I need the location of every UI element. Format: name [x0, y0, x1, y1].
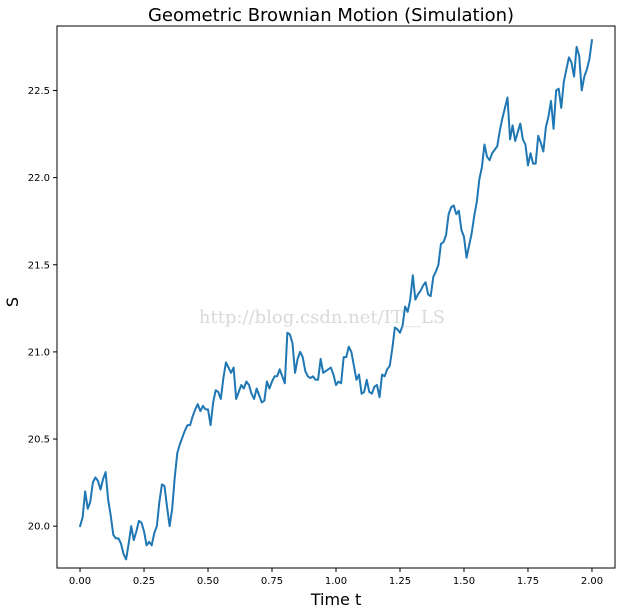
- x-axis-ticks: 0.00 0.25 0.50 0.75 1.00 1.25 1.50 1.75 2.00: [69, 568, 603, 587]
- watermark-text: http://blog.csdn.net/IT__LS: [199, 307, 445, 328]
- y-tick-label: 20.0: [28, 522, 50, 533]
- x-tick-label: 0.75: [261, 576, 283, 587]
- x-tick-label: 0.25: [133, 576, 155, 587]
- y-tick-label: 20.5: [28, 435, 50, 446]
- y-tick-label: 22.0: [28, 173, 50, 184]
- x-tick-label: 2.00: [581, 576, 603, 587]
- plot-frame: [56, 25, 616, 569]
- chart-title: Geometric Brownian Motion (Simulation): [148, 5, 514, 26]
- y-tick-label: 21.0: [28, 347, 50, 358]
- x-tick-label: 0.50: [197, 576, 219, 587]
- y-axis-ticks: 20.0 20.5 21.0 21.5 22.0 22.5: [28, 86, 57, 533]
- x-tick-label: 1.00: [325, 576, 347, 587]
- y-axis-label: S: [3, 297, 22, 307]
- x-tick-label: 1.75: [517, 576, 539, 587]
- x-tick-label: 1.50: [453, 576, 475, 587]
- y-tick-label: 21.5: [28, 260, 50, 271]
- x-axis-label: Time t: [310, 590, 362, 609]
- y-tick-label: 22.5: [28, 86, 50, 97]
- plot-area: [57, 26, 615, 568]
- x-tick-label: 1.25: [389, 576, 411, 587]
- series-line: [79, 38, 593, 561]
- x-tick-label: 0.00: [69, 576, 91, 587]
